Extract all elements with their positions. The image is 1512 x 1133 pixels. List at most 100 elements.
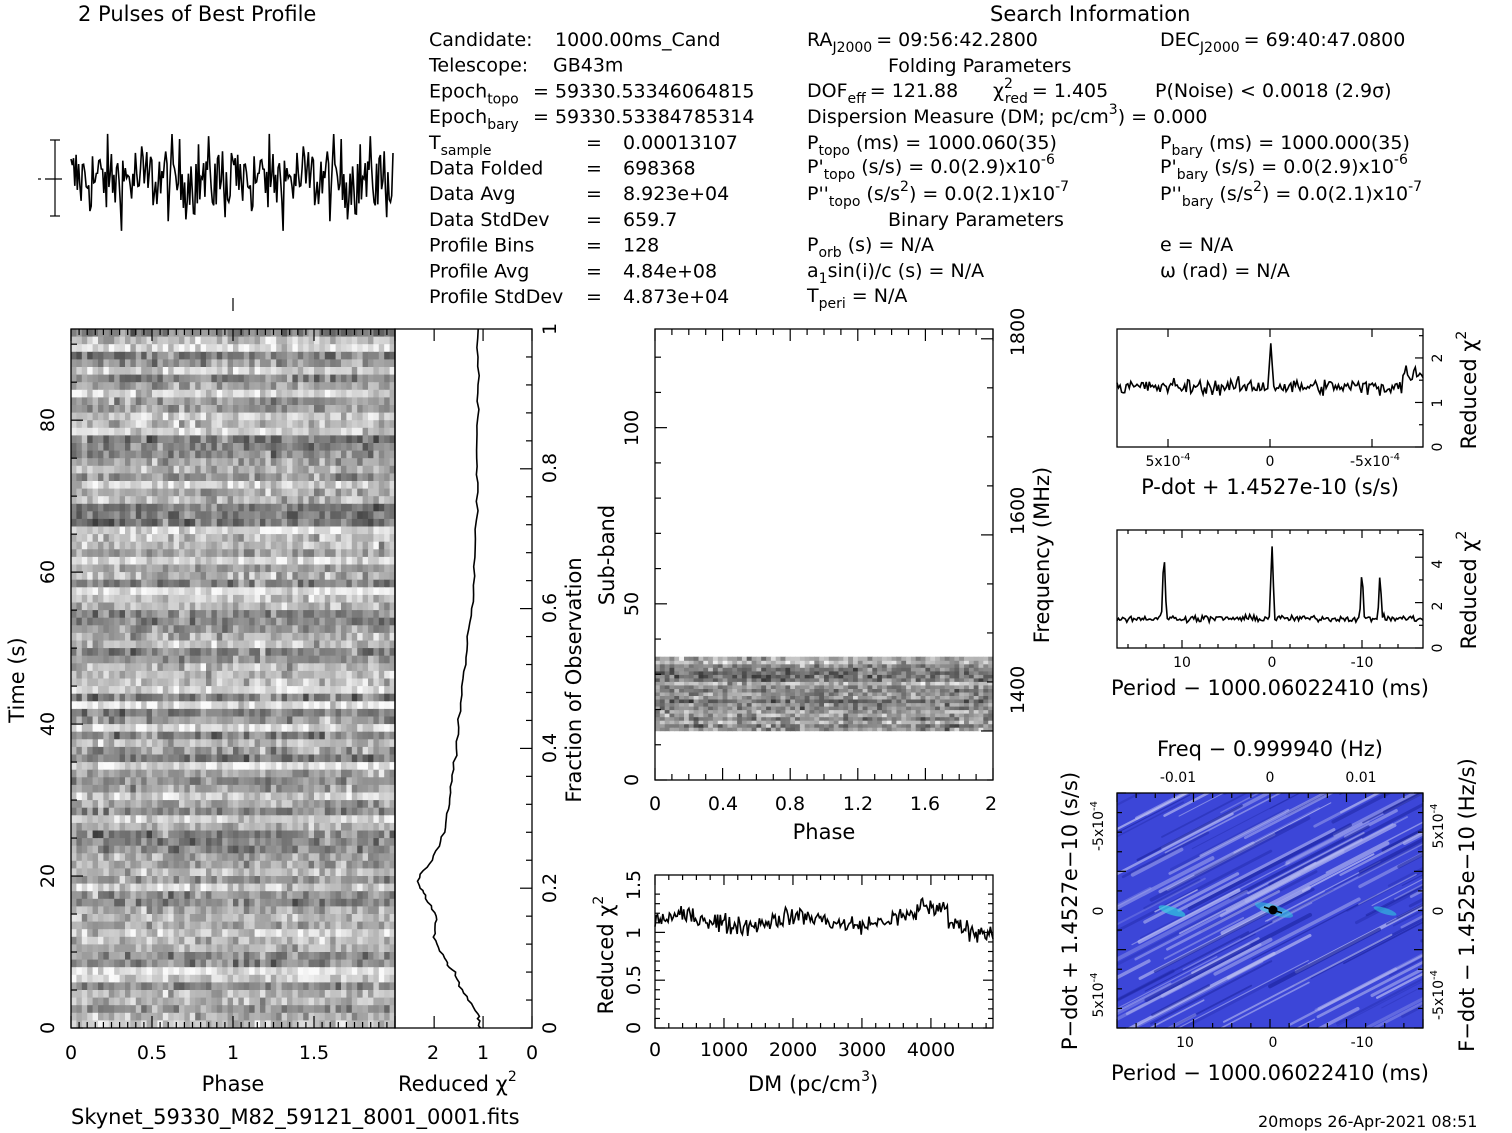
- tp-cell: [146, 594, 153, 604]
- tp-cell: [211, 830, 218, 839]
- tp-cell: [341, 868, 347, 877]
- tp-cell: [103, 359, 110, 368]
- tp-cell: [211, 686, 218, 695]
- tp-cell: [71, 883, 77, 892]
- tp-cell: [179, 405, 185, 414]
- tp-cell: [81, 838, 88, 847]
- tp-cell: [346, 549, 353, 558]
- tp-cell: [265, 579, 272, 588]
- tp-cell: [135, 754, 142, 763]
- tp-cell: [265, 853, 272, 862]
- tp-cell: [227, 412, 234, 421]
- tp-cell: [314, 868, 320, 877]
- tp-cell: [76, 883, 83, 892]
- tp-cell: [216, 549, 223, 558]
- tp-cell: [243, 936, 250, 945]
- tp-cell: [384, 389, 391, 398]
- tp-cell: [292, 412, 299, 421]
- tp-cell: [308, 625, 315, 634]
- tp-cell: [281, 876, 288, 885]
- tp-cell: [157, 914, 164, 923]
- tp-cell: [76, 534, 83, 543]
- tp-cell: [351, 708, 358, 718]
- tp-cell: [141, 876, 148, 885]
- tp-cell: [254, 579, 261, 588]
- tp-cell: [341, 610, 347, 619]
- tp-cell: [389, 784, 395, 794]
- tp-cell: [314, 534, 320, 543]
- tp-cell: [216, 481, 223, 490]
- tp-cell: [351, 746, 358, 756]
- tp-cell: [292, 800, 299, 809]
- tp-cell: [389, 329, 395, 338]
- tp-cell: [384, 511, 391, 520]
- tp-cell: [346, 344, 353, 353]
- tp-cell: [324, 663, 331, 672]
- tp-cell: [341, 556, 347, 566]
- tp-cell: [125, 891, 131, 900]
- tp-cell: [292, 397, 299, 406]
- tp-cell: [265, 473, 272, 482]
- tp-cell: [114, 944, 121, 953]
- tp-cell: [157, 389, 164, 398]
- tp-cell: [373, 648, 380, 657]
- tp-cell: [157, 344, 164, 353]
- tp-cell: [243, 594, 250, 604]
- tp-cell: [179, 845, 185, 854]
- tp-cell: [108, 587, 115, 596]
- tp-cell: [152, 541, 158, 550]
- tp-cell: [179, 906, 185, 915]
- tp-cell: [346, 655, 353, 664]
- tp-cell: [260, 412, 266, 421]
- tp-cell: [308, 921, 315, 930]
- tp-cell: [330, 473, 337, 482]
- tp-cell: [76, 579, 83, 588]
- tp-cell: [346, 853, 353, 862]
- tp-cell: [384, 769, 391, 778]
- tp-cell: [265, 678, 272, 687]
- tp-cell: [227, 443, 234, 452]
- tp-cell: [76, 739, 83, 748]
- tp-cell: [222, 891, 229, 900]
- tp-cell: [152, 465, 158, 474]
- tp-cell: [335, 860, 342, 869]
- tp-cell: [206, 336, 212, 345]
- tp-cell: [92, 541, 99, 550]
- tp-cell: [103, 815, 110, 824]
- tp-cell: [227, 655, 234, 664]
- tp-cell: [108, 883, 115, 892]
- tp-cell: [249, 815, 256, 824]
- tp-cell: [233, 541, 239, 550]
- tp-cell: [330, 655, 337, 664]
- tp-cell: [168, 868, 175, 877]
- tp-cell: [216, 389, 223, 398]
- tp-cell: [319, 701, 326, 710]
- tp-cell: [362, 412, 369, 421]
- tp-cell: [351, 427, 358, 436]
- tp-cell: [303, 541, 310, 550]
- tp-cell: [389, 693, 395, 702]
- tp-cell: [130, 731, 137, 740]
- tp-cell: [216, 678, 223, 687]
- tp-cell: [368, 450, 374, 459]
- tp-cell: [243, 389, 250, 398]
- tp-cell: [135, 815, 142, 824]
- tp-cell: [281, 587, 288, 596]
- tp-cell: [243, 724, 250, 733]
- tp-cell: [324, 708, 331, 718]
- tp-cell: [384, 792, 391, 801]
- tp-cell: [368, 822, 374, 832]
- tp-cell: [157, 632, 164, 642]
- tp-cell: [130, 708, 137, 718]
- tp-cell: [168, 784, 175, 794]
- tp-cell: [211, 602, 218, 611]
- tp-cell: [157, 686, 164, 695]
- tp-cell: [254, 822, 261, 832]
- tp-cell: [195, 412, 202, 421]
- tp-cell: [195, 367, 202, 376]
- tp-cell: [162, 936, 169, 945]
- tp-cell: [346, 769, 353, 778]
- tp-cell: [125, 906, 131, 915]
- tp-cell: [130, 610, 137, 619]
- tp-cell: [108, 602, 115, 611]
